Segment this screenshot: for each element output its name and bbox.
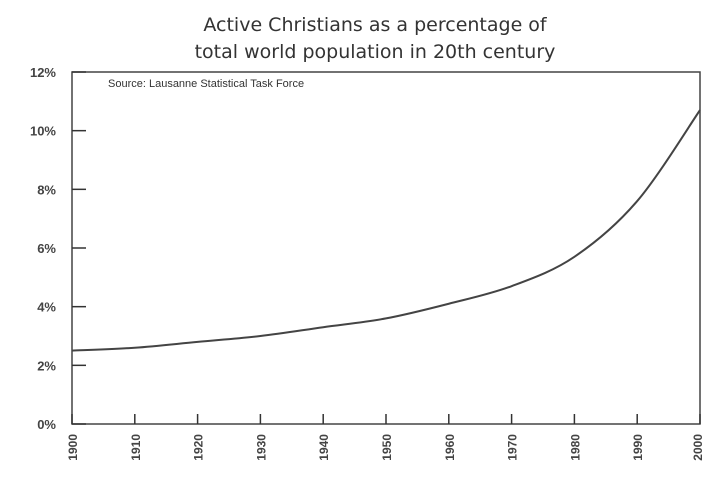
chart-title-line-2: total world population in 20th century: [195, 41, 556, 63]
series-line: [71, 109, 701, 352]
y-tick-label: 4%: [37, 300, 56, 315]
x-tick-label: 1970: [506, 434, 520, 461]
x-tick-label: 1920: [192, 434, 206, 461]
x-tick-label: 1980: [568, 434, 582, 461]
y-tick-label: 2%: [37, 358, 56, 373]
y-tick-label: 10%: [30, 124, 56, 139]
x-tick-label: 1950: [380, 434, 394, 461]
x-tick-label: 1940: [317, 434, 331, 461]
x-tick-label: 1910: [129, 434, 143, 461]
plot-area-frame: [71, 71, 701, 425]
series-group: [71, 109, 701, 352]
y-tick-label: 6%: [37, 241, 56, 256]
y-tick-label: 0%: [37, 417, 56, 432]
x-tick-label: 1900: [66, 434, 80, 461]
x-tick-label: 2000: [691, 434, 705, 461]
x-axis: 1900 1910 1920 1930 1940 1950 1960 1970 1980 1990…: [66, 414, 705, 461]
chart-title-line-1: Active Christians as a percentage of: [203, 14, 548, 36]
x-tick-label: 1930: [254, 434, 268, 461]
x-tick-label: 1990: [631, 434, 645, 461]
y-tick-label: 12%: [30, 65, 56, 80]
y-tick-label: 8%: [37, 182, 56, 197]
y-axis: 0% 2% 4% 6% 8% 10% 12%: [30, 65, 86, 432]
chart-source-note: Source: Lausanne Statistical Task Force: [108, 78, 304, 90]
x-tick-label: 1960: [443, 434, 457, 461]
